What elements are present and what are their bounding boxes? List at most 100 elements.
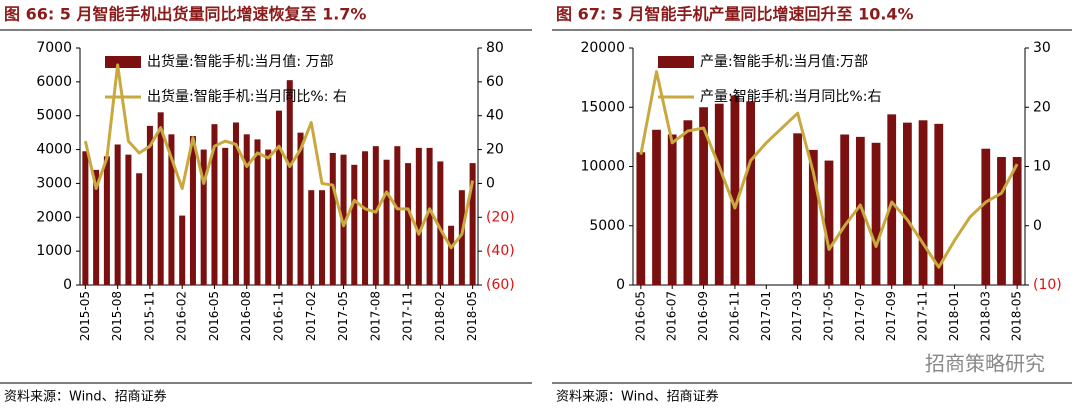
x-tick-label: 2017-05 [822,291,836,341]
bar [146,125,153,285]
legend-label: 出货量:智能手机:当月值: 万部 [147,53,334,70]
bar [114,144,121,285]
y-tick-label: 15000 [580,99,625,115]
x-tick-label: 2018-01 [947,291,961,341]
x-tick-label: 2018-05 [1010,291,1024,341]
legend-label: 出货量:智能手机:当月同比%: 右 [147,88,347,105]
bar [636,152,646,285]
bar [667,134,677,285]
bar [136,173,143,285]
x-tick-label: 2017-09 [884,291,898,341]
x-tick-label: 2016-08 [239,291,253,341]
bar [903,122,912,285]
x-tick-label: 2018-03 [978,291,992,341]
bar [275,110,283,285]
y2-tick-label: (20) [486,209,515,225]
bar [254,139,261,285]
y-tick-label: 10000 [580,159,625,175]
bar [189,136,196,285]
y-tick-label: 3000 [36,175,72,191]
bar [329,152,336,285]
bar [168,134,175,285]
source: 资料来源：Wind、招商证券 [4,389,167,405]
bar [286,80,293,286]
bar [340,154,347,285]
x-tick-label: 2018-05 [465,291,479,341]
bar [824,160,834,285]
bar [714,103,724,285]
bar [793,133,803,285]
y2-tick-label: 0 [486,175,495,191]
x-tick-label: 2015-11 [142,291,156,341]
y2-tick-label: 0 [1033,218,1042,234]
x-tick-label: 2015-08 [110,291,124,341]
x-tick-label: 2015-05 [78,291,92,341]
bar [362,151,369,285]
x-tick-label: 2018-02 [433,291,447,341]
bar [383,159,390,285]
bar [297,132,304,285]
x-tick-label: 2016-05 [207,291,221,341]
y-tick-label: 1000 [36,243,72,259]
bar [469,163,476,285]
bar [887,114,897,285]
bar [415,147,422,285]
y2-tick-label: 60 [486,74,504,90]
bar [437,161,444,285]
bar [1012,157,1022,285]
x-tick-label: 2016-07 [665,291,679,341]
bar [981,148,991,285]
legend-label: 产量:智能手机:当月值:万部 [700,54,868,70]
bar [222,147,229,285]
chart-title: 图 67: 5 月智能手机产量同比增速回升至 10.4% [556,5,914,24]
x-tick-label: 2017-11 [916,291,930,341]
bar [730,95,740,286]
y2-tick-label: (60) [486,277,515,293]
bar [405,163,412,285]
y-tick-label: 5000 [589,218,625,234]
bar [125,154,132,285]
x-tick-label: 2017-03 [790,291,804,341]
legend-swatch [658,56,694,68]
y-tick-label: 6000 [36,74,72,90]
line [83,63,475,250]
bar [934,123,944,285]
legend-label: 产量:智能手机:当月同比%:右 [700,89,881,105]
bar [319,190,326,285]
legend-swatch [105,56,141,68]
y-tick-label: 0 [616,277,625,293]
bar [308,190,315,285]
y2-tick-label: 20 [1033,99,1051,115]
x-tick-label: 2016-11 [272,291,286,341]
y-tick-label: 20000 [580,40,625,56]
bar [103,156,110,285]
x-tick-label: 2016-11 [727,291,741,341]
bar [652,129,661,285]
bar [179,215,186,285]
line [639,70,1019,269]
y-tick-label: 4000 [36,142,72,158]
y2-tick-label: 30 [1033,40,1051,56]
bar [93,169,100,285]
bar [211,124,218,285]
bar [699,107,708,285]
y-tick-label: 7000 [36,40,72,56]
x-tick-label: 2017-02 [304,291,318,341]
bar [232,122,239,285]
y-tick-label: 5000 [36,108,72,124]
bar [458,190,465,285]
x-tick-label: 2017-07 [853,291,867,341]
bar [997,157,1006,285]
bar [243,134,250,285]
bar [265,149,272,285]
bar [871,142,881,285]
y2-tick-label: 10 [1033,159,1051,175]
watermark: 招商策略研究 [925,352,1045,376]
bar [683,120,693,285]
x-tick-label: 2017-08 [368,291,382,341]
bar [200,149,207,285]
bar [808,149,818,285]
bar [448,225,455,285]
chart-title: 图 66: 5 月智能手机出货量同比增速恢复至 1.7% [4,5,366,24]
